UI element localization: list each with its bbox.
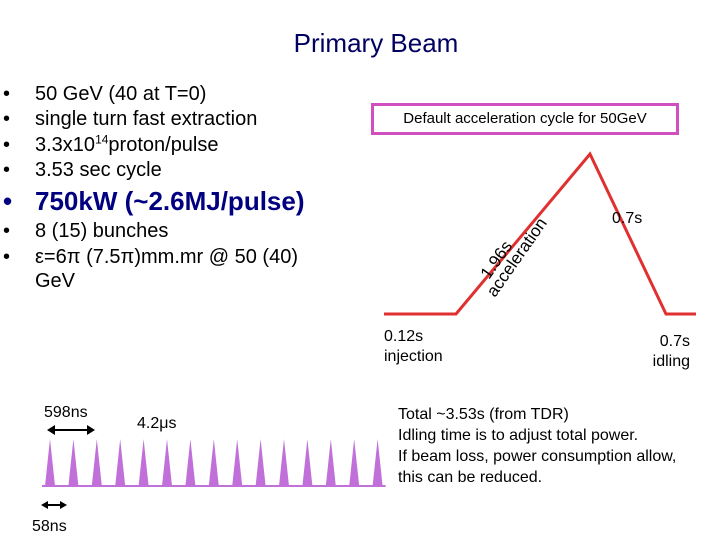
idling-time: 0.7s (659, 333, 690, 350)
bunch-marker (349, 439, 360, 486)
note-line: Idling time is to adjust total power. (398, 427, 639, 444)
injection-label: 0.12s injection (384, 327, 443, 367)
bunch-marker (91, 439, 102, 486)
idling-label: 0.7s idling (648, 332, 690, 372)
note-line: Total ~3.53s (from TDR) (398, 406, 569, 423)
bunch-marker (115, 439, 126, 486)
bunch-train (42, 439, 386, 487)
acceleration-cycle-line (384, 151, 696, 316)
bunch-spacing-label: 598ns (44, 404, 88, 421)
bunch-marker (302, 439, 313, 486)
note-line: If beam loss, power consumption allow, (398, 448, 677, 465)
gap-label: 4.2μs (137, 415, 177, 432)
idling-word: idling (652, 353, 690, 370)
spacing-arrow (47, 425, 95, 435)
bunch-marker (138, 439, 149, 486)
bunch-marker (372, 439, 383, 486)
bunch-marker (255, 439, 266, 486)
bunch-marker (232, 439, 243, 486)
width-arrow (41, 501, 67, 509)
bunch-marker (45, 439, 55, 486)
bunch-marker (279, 439, 289, 486)
cycle-title-box: Default acceleration cycle for 50GeV (371, 103, 679, 135)
bunch-marker (325, 439, 336, 486)
injection-time: 0.12s (384, 328, 424, 345)
bunch-marker (185, 439, 196, 486)
notes-block: Total ~3.53s (from TDR) Idling time is t… (398, 404, 676, 488)
note-line: this can be reduced. (398, 469, 543, 486)
bunch-marker (68, 439, 79, 486)
bunch-marker (208, 439, 219, 486)
bunch-width-label: 58ns (32, 518, 67, 535)
flat-top-time-label: 0.7s (612, 210, 643, 227)
bunch-marker (162, 439, 172, 486)
injection-word: injection (384, 348, 443, 365)
page-title: Primary Beam (293, 28, 459, 58)
